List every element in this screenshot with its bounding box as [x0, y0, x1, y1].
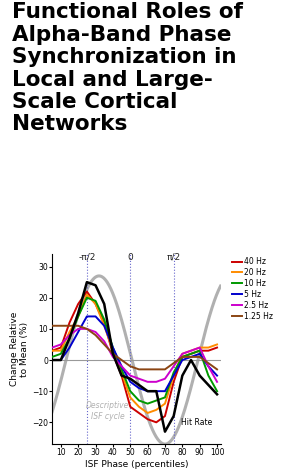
X-axis label: ISF Phase (percentiles): ISF Phase (percentiles) [85, 460, 188, 469]
Y-axis label: Change Relative
to Mean (%): Change Relative to Mean (%) [10, 312, 29, 386]
Text: -π/2: -π/2 [78, 253, 96, 262]
Text: Functional Roles of
Alpha-Band Phase
Synchronization in
Local and Large-
Scale C: Functional Roles of Alpha-Band Phase Syn… [12, 2, 243, 134]
Legend: 40 Hz, 20 Hz, 10 Hz, 5 Hz, 2.5 Hz, 1.25 Hz: 40 Hz, 20 Hz, 10 Hz, 5 Hz, 2.5 Hz, 1.25 … [229, 254, 276, 324]
Text: 0: 0 [127, 253, 133, 262]
Text: Hit Rate: Hit Rate [181, 418, 212, 427]
Text: π/2: π/2 [167, 253, 181, 262]
Text: Descriptive
ISF cycle: Descriptive ISF cycle [86, 400, 129, 421]
